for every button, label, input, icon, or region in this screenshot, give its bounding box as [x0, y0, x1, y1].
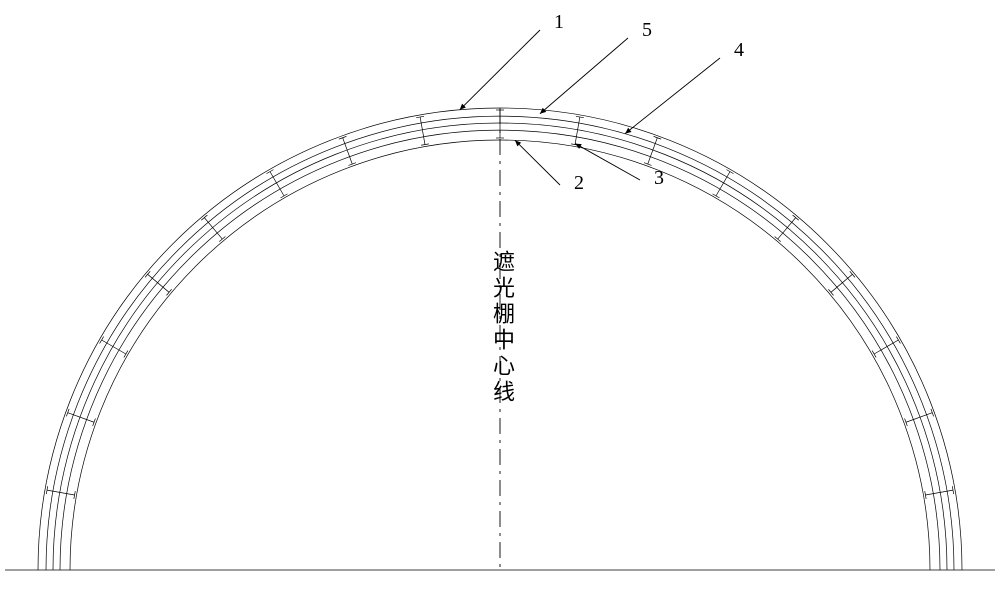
connector-strut — [270, 172, 284, 196]
connector-cap — [850, 271, 855, 277]
connector-strut — [716, 172, 730, 196]
connector-cap — [201, 215, 207, 220]
callout-leader — [575, 144, 640, 180]
centerline-label: 遮光棚中心线 — [486, 250, 518, 406]
connector-cap — [713, 194, 720, 198]
callout-leader — [460, 30, 540, 110]
connector-cap — [872, 351, 876, 358]
connector-cap — [828, 289, 833, 295]
callout-leader — [625, 58, 720, 134]
callout-label-1: 1 — [554, 11, 564, 33]
callout-leader — [540, 38, 628, 114]
connector-cap — [775, 236, 781, 241]
callout-label-2: 2 — [574, 172, 584, 194]
connector-cap — [281, 194, 288, 198]
connector-cap — [219, 236, 225, 241]
connector-strut — [204, 218, 222, 239]
connector-strut — [47, 490, 75, 495]
connector-cap — [793, 215, 799, 220]
callout-label-5: 5 — [642, 19, 652, 41]
connector-strut — [874, 340, 898, 354]
connector-strut — [102, 340, 126, 354]
callouts-group: 1 5 4 2 3 — [460, 11, 744, 194]
connector-strut — [925, 490, 953, 495]
callout-label-3: 3 — [654, 167, 664, 189]
callout-label-4: 4 — [734, 39, 744, 61]
connector-cap — [124, 351, 128, 358]
connector-cap — [166, 289, 171, 295]
callout-arrow-icon — [625, 128, 631, 134]
connector-strut — [420, 117, 425, 145]
callout-leader — [515, 140, 560, 185]
connector-cap — [145, 271, 150, 277]
connector-strut — [778, 218, 796, 239]
connector-strut — [575, 117, 580, 145]
